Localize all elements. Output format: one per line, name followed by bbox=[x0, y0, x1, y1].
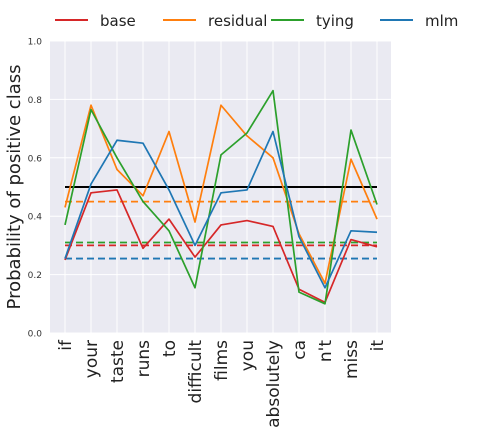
x-tick-label: n't bbox=[316, 340, 336, 362]
x-tick-label: if bbox=[56, 339, 76, 351]
x-tick-label: difficult bbox=[186, 340, 206, 404]
x-tick-label: absolutely bbox=[264, 340, 284, 428]
series-line-mlm bbox=[64, 130, 378, 289]
x-tick-label: miss bbox=[342, 340, 362, 379]
y-tick-label: 0.2 bbox=[28, 271, 42, 281]
x-tick-label: taste bbox=[108, 340, 128, 383]
legend-label-tying: tying bbox=[316, 12, 354, 30]
x-tick-label: runs bbox=[134, 340, 154, 378]
x-tick-labels: if your taste runs to difficult films you absolu… bbox=[56, 339, 388, 428]
y-tick-label: 0.6 bbox=[28, 154, 43, 164]
series-line-tying bbox=[64, 89, 378, 305]
y-tick-labels: 0.0 0.2 0.4 0.6 0.8 1.0 bbox=[28, 38, 43, 340]
reference-lines bbox=[65, 186, 377, 260]
x-tick-label: you bbox=[238, 340, 258, 371]
x-tick-label: it bbox=[368, 340, 388, 352]
y-tick-label: 0.0 bbox=[28, 330, 43, 340]
y-tick-label: 0.4 bbox=[28, 213, 43, 223]
x-tick-label: ca bbox=[290, 340, 310, 360]
legend: base residual tying mlm bbox=[55, 12, 458, 30]
legend-label-base: base bbox=[100, 12, 136, 30]
y-tick-label: 1.0 bbox=[28, 38, 43, 48]
legend-label-residual: residual bbox=[208, 12, 267, 30]
series-line-residual bbox=[64, 104, 378, 285]
x-tick-label: your bbox=[82, 340, 102, 378]
y-tick-label: 0.8 bbox=[28, 96, 43, 106]
x-tick-label: to bbox=[160, 340, 180, 357]
series-lines bbox=[64, 89, 378, 305]
x-tick-label: films bbox=[212, 340, 232, 381]
y-axis-label: Probability of positive class bbox=[4, 65, 25, 310]
legend-label-mlm: mlm bbox=[425, 12, 458, 30]
